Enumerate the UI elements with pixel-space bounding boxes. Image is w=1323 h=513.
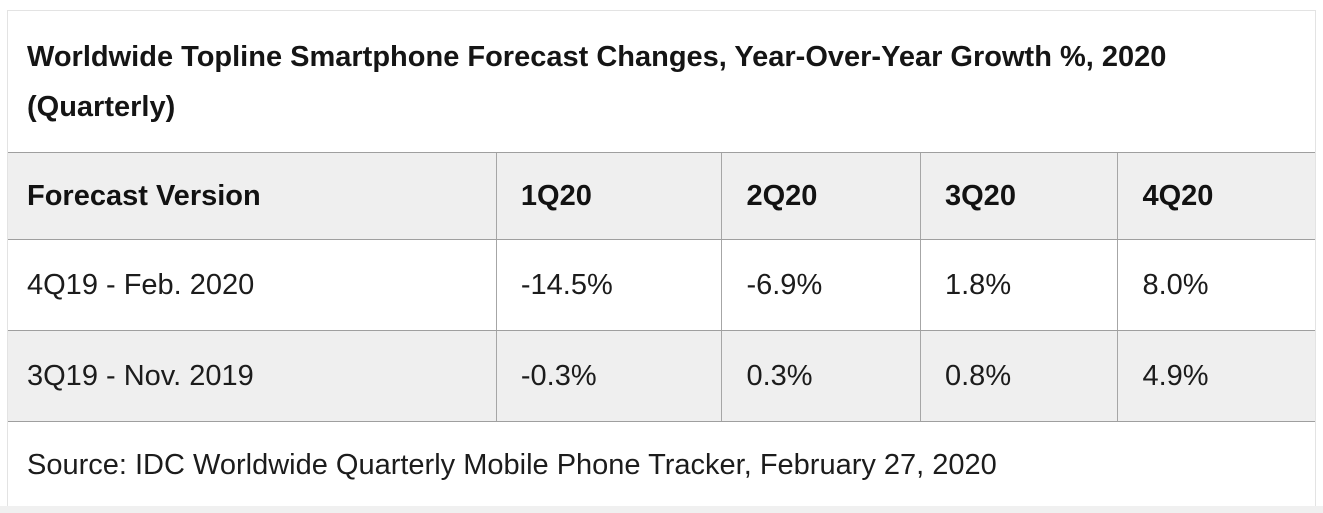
- cell-value: 0.3%: [721, 331, 920, 421]
- column-header-1q20: 1Q20: [495, 153, 722, 239]
- column-header-forecast-version: Forecast Version: [27, 179, 261, 212]
- table-row: 3Q19 - Nov. 2019 -0.3% 0.3% 0.8% 4.9%: [8, 330, 1315, 421]
- cell-value: -6.9%: [721, 240, 920, 330]
- cell-value: -0.3%: [495, 331, 722, 421]
- cell-value: -14.5%: [495, 240, 722, 330]
- cell-value: 4.9%: [1117, 331, 1314, 421]
- row-label: 3Q19 - Nov. 2019: [27, 359, 254, 392]
- page-bottom-strip: [0, 506, 1323, 513]
- cell-value: 0.8%: [920, 331, 1117, 421]
- row-label: 4Q19 - Feb. 2020: [27, 268, 255, 301]
- column-header-3q20: 3Q20: [920, 153, 1117, 239]
- table-header-row: Forecast Version 1Q20 2Q20 3Q20 4Q20: [8, 152, 1315, 239]
- cell-value: 8.0%: [1117, 240, 1314, 330]
- table-title: Worldwide Topline Smartphone Forecast Ch…: [27, 41, 1167, 123]
- column-header-4q20: 4Q20: [1117, 153, 1314, 239]
- forecast-table: Worldwide Topline Smartphone Forecast Ch…: [7, 10, 1316, 509]
- table-source: Source: IDC Worldwide Quarterly Mobile P…: [8, 421, 1315, 508]
- column-header-2q20: 2Q20: [721, 153, 920, 239]
- cell-value: 1.8%: [920, 240, 1117, 330]
- table-row: 4Q19 - Feb. 2020 -14.5% -6.9% 1.8% 8.0%: [8, 239, 1315, 330]
